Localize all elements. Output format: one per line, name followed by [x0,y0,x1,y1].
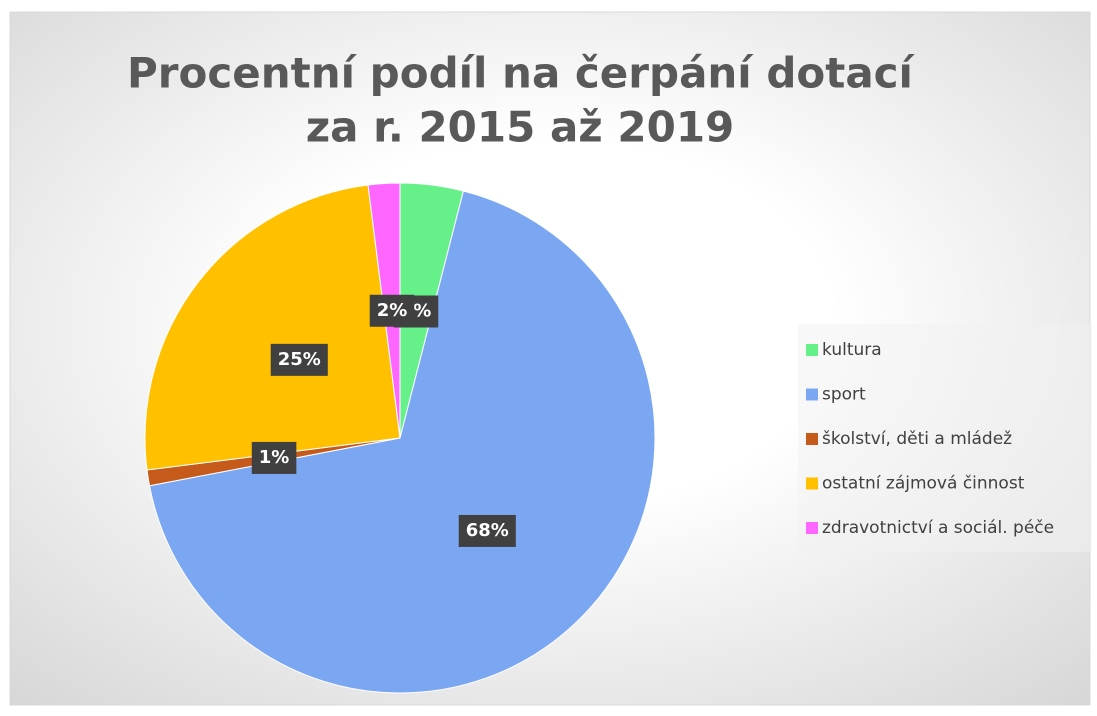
legend-swatch [806,344,818,356]
pie-slice [148,190,656,694]
legend-label: zdravotnictví a sociál. péče [822,518,1054,538]
data-label-text: 68% [466,520,509,541]
data-label-text: 1% [259,447,290,468]
chart-title: Procentní podíl na čerpání dotací [127,49,916,98]
legend-swatch [806,388,818,401]
data-label: 1% [251,441,297,474]
pie [144,182,656,694]
legend-swatch [806,433,818,445]
data-label-box [251,441,297,474]
data-label: 2% [369,294,415,327]
data-label-box [369,294,415,327]
legend-swatch [806,477,818,490]
legend-label: sport [822,385,866,405]
legend-label: kultura [822,340,882,360]
legend-label: ostatní zájmová činnost [822,474,1025,494]
legend-label: školství, děti a mládež [822,429,1012,449]
data-label: 68% [458,514,516,547]
chart-title: za r. 2015 až 2019 [306,103,735,152]
legend-swatch [806,522,818,534]
data-label-box [270,343,328,376]
data-label-box [458,514,516,547]
pie-slice [144,184,401,471]
legend-box [798,324,1092,552]
data-label-text: 2% [377,300,408,321]
data-label-text: 25% [278,349,321,370]
data-label: 25% [270,343,328,376]
data-labels: 4%68%1%25%2% [251,294,516,547]
legend: kultura sport školství, děti a mládež ostat… [798,324,1092,552]
